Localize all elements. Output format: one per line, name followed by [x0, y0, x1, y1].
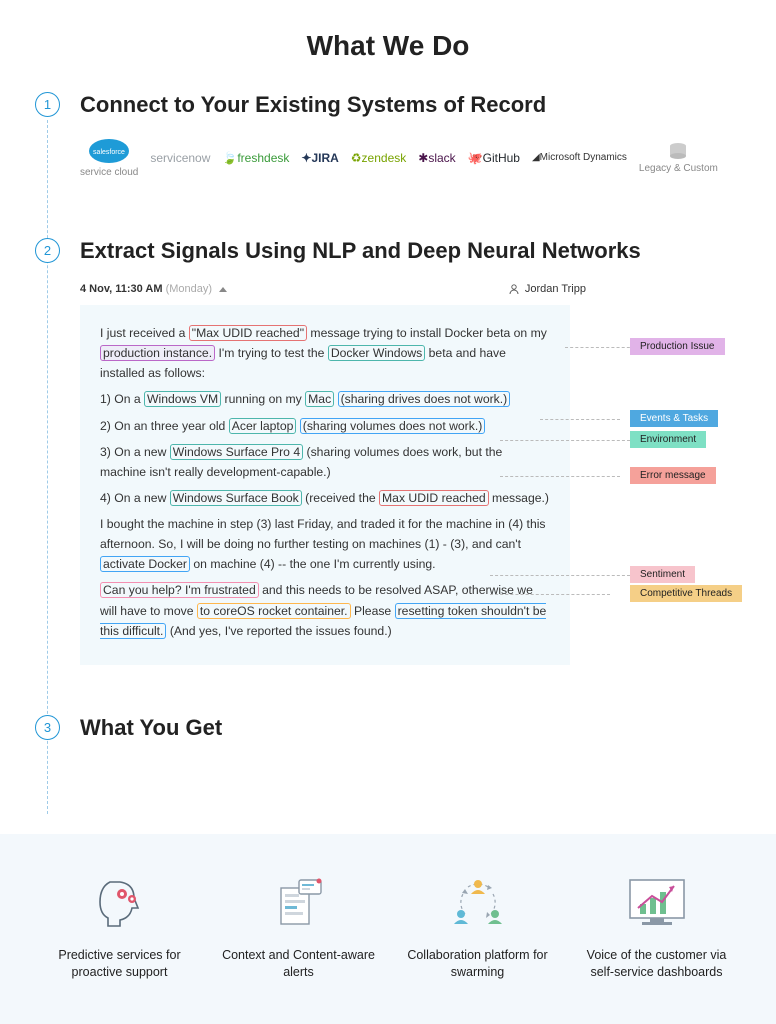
dashboard-chart-icon [577, 867, 737, 937]
logo-slack: ✱slack [418, 151, 455, 165]
logo-dynamics: ◢Microsoft Dynamics [532, 153, 627, 163]
label-environment: Environment [630, 431, 706, 448]
logo-salesforce: salesforce service cloud [80, 137, 138, 178]
feature-label: Collaboration platform for swarming [398, 947, 558, 981]
hl-production: production instance. [100, 345, 215, 361]
feature-label: Voice of the customer via self-service d… [577, 947, 737, 981]
hl-sentiment: Can you help? I'm frustrated [100, 582, 259, 598]
label-sentiment: Sentiment [630, 566, 695, 583]
head-gears-icon [40, 867, 200, 937]
features-section: Predictive services for proactive suppor… [0, 834, 776, 1024]
document-alert-icon [219, 867, 379, 937]
hl-error: "Max UDID reached" [189, 325, 307, 341]
feature-predictive: Predictive services for proactive suppor… [40, 867, 200, 981]
logo-legacy: Legacy & Custom [639, 141, 718, 174]
collapse-icon[interactable] [219, 287, 227, 292]
feature-collaboration: Collaboration platform for swarming [398, 867, 558, 981]
step-2-title: Extract Signals Using NLP and Deep Neura… [80, 238, 756, 263]
step-1: 1 Connect to Your Existing Systems of Re… [0, 92, 776, 178]
swarm-icon [398, 867, 558, 937]
ticket-meta: 4 Nov, 11:30 AM (Monday) Jordan Tripp [80, 283, 756, 295]
step-3-title: What You Get [80, 715, 756, 740]
ticket-user: Jordan Tripp [508, 283, 586, 295]
label-competitive: Competitive Threads [630, 585, 742, 602]
svg-text:salesforce: salesforce [93, 149, 125, 156]
feature-alerts: Context and Content-aware alerts [219, 867, 379, 981]
ticket-body: I just received a "Max UDID reached" mes… [80, 305, 570, 665]
logo-github: 🐙GitHub [468, 151, 520, 165]
hl-env: Docker Windows [328, 345, 425, 361]
integration-logos: salesforce service cloud servicenow 🍃fre… [80, 137, 756, 178]
feature-label: Context and Content-aware alerts [219, 947, 379, 981]
ticket-container: 4 Nov, 11:30 AM (Monday) Jordan Tripp I … [80, 283, 756, 665]
step-1-number: 1 [35, 92, 60, 117]
feature-dashboards: Voice of the customer via self-service d… [577, 867, 737, 981]
step-1-title: Connect to Your Existing Systems of Reco… [80, 92, 756, 117]
logo-zendesk: ♻zendesk [351, 151, 406, 165]
logo-servicenow: servicenow [150, 151, 210, 165]
logo-jira: ✦JIRA [301, 151, 338, 165]
logo-freshdesk: 🍃freshdesk [222, 151, 289, 165]
page-title: What We Do [0, 0, 776, 92]
label-events: Events & Tasks [630, 410, 718, 427]
label-production: Production Issue [630, 338, 725, 355]
feature-label: Predictive services for proactive suppor… [40, 947, 200, 981]
logo-salesforce-sub: service cloud [80, 167, 138, 178]
step-3: 3 What You Get [0, 715, 776, 740]
step-2-number: 2 [35, 238, 60, 263]
step-3-number: 3 [35, 715, 60, 740]
step-2: 2 Extract Signals Using NLP and Deep Neu… [0, 238, 776, 665]
hl-competitive: to coreOS rocket container. [197, 603, 351, 619]
label-error: Error message [630, 467, 716, 484]
ticket-day: (Monday) [166, 283, 212, 295]
ticket-timestamp: 4 Nov, 11:30 AM [80, 283, 163, 295]
